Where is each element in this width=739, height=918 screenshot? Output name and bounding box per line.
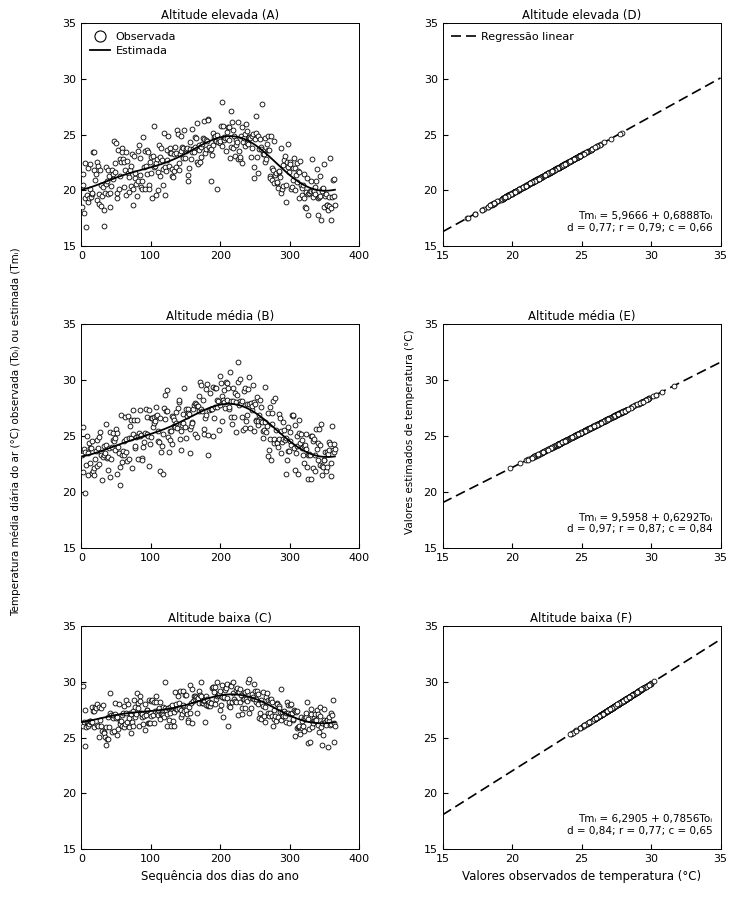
- Text: Valores estimados de temperatura (°C): Valores estimados de temperatura (°C): [405, 330, 415, 533]
- Text: Tmᵢ = 9,5958 + 0,6292Toᵢ
d = 0,97; r = 0,87; c = 0,84: Tmᵢ = 9,5958 + 0,6292Toᵢ d = 0,97; r = 0…: [567, 512, 712, 534]
- Text: Temperatura média diária do ar (°C) observada (Toᵢ) ou estimada (Tmᵢ): Temperatura média diária do ar (°C) obse…: [11, 247, 21, 616]
- Title: Altitude média (B): Altitude média (B): [166, 310, 274, 323]
- Text: Tmᵢ = 5,9666 + 0,6888Toᵢ
d = 0,77; r = 0,79; c = 0,66: Tmᵢ = 5,9666 + 0,6888Toᵢ d = 0,77; r = 0…: [567, 211, 712, 233]
- Title: Altitude baixa (F): Altitude baixa (F): [531, 611, 633, 624]
- Legend: Observada, Estimada: Observada, Estimada: [87, 28, 180, 60]
- Text: Tmᵢ = 6,2905 + 0,7856Toᵢ
d = 0,84; r = 0,77; c = 0,65: Tmᵢ = 6,2905 + 0,7856Toᵢ d = 0,84; r = 0…: [567, 814, 712, 835]
- X-axis label: Valores observados de temperatura (°C): Valores observados de temperatura (°C): [462, 869, 701, 882]
- Legend: Regressão linear: Regressão linear: [448, 28, 578, 45]
- X-axis label: Sequência dos dias do ano: Sequência dos dias do ano: [141, 869, 299, 882]
- Title: Altitude elevada (A): Altitude elevada (A): [161, 9, 279, 22]
- Title: Altitude elevada (D): Altitude elevada (D): [522, 9, 641, 22]
- Title: Altitude média (E): Altitude média (E): [528, 310, 636, 323]
- Title: Altitude baixa (C): Altitude baixa (C): [168, 611, 272, 624]
